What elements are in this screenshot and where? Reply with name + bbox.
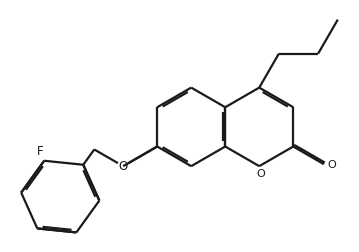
- Text: O: O: [256, 169, 265, 179]
- Text: O: O: [118, 160, 128, 173]
- Text: O: O: [327, 160, 336, 170]
- Text: F: F: [37, 145, 43, 158]
